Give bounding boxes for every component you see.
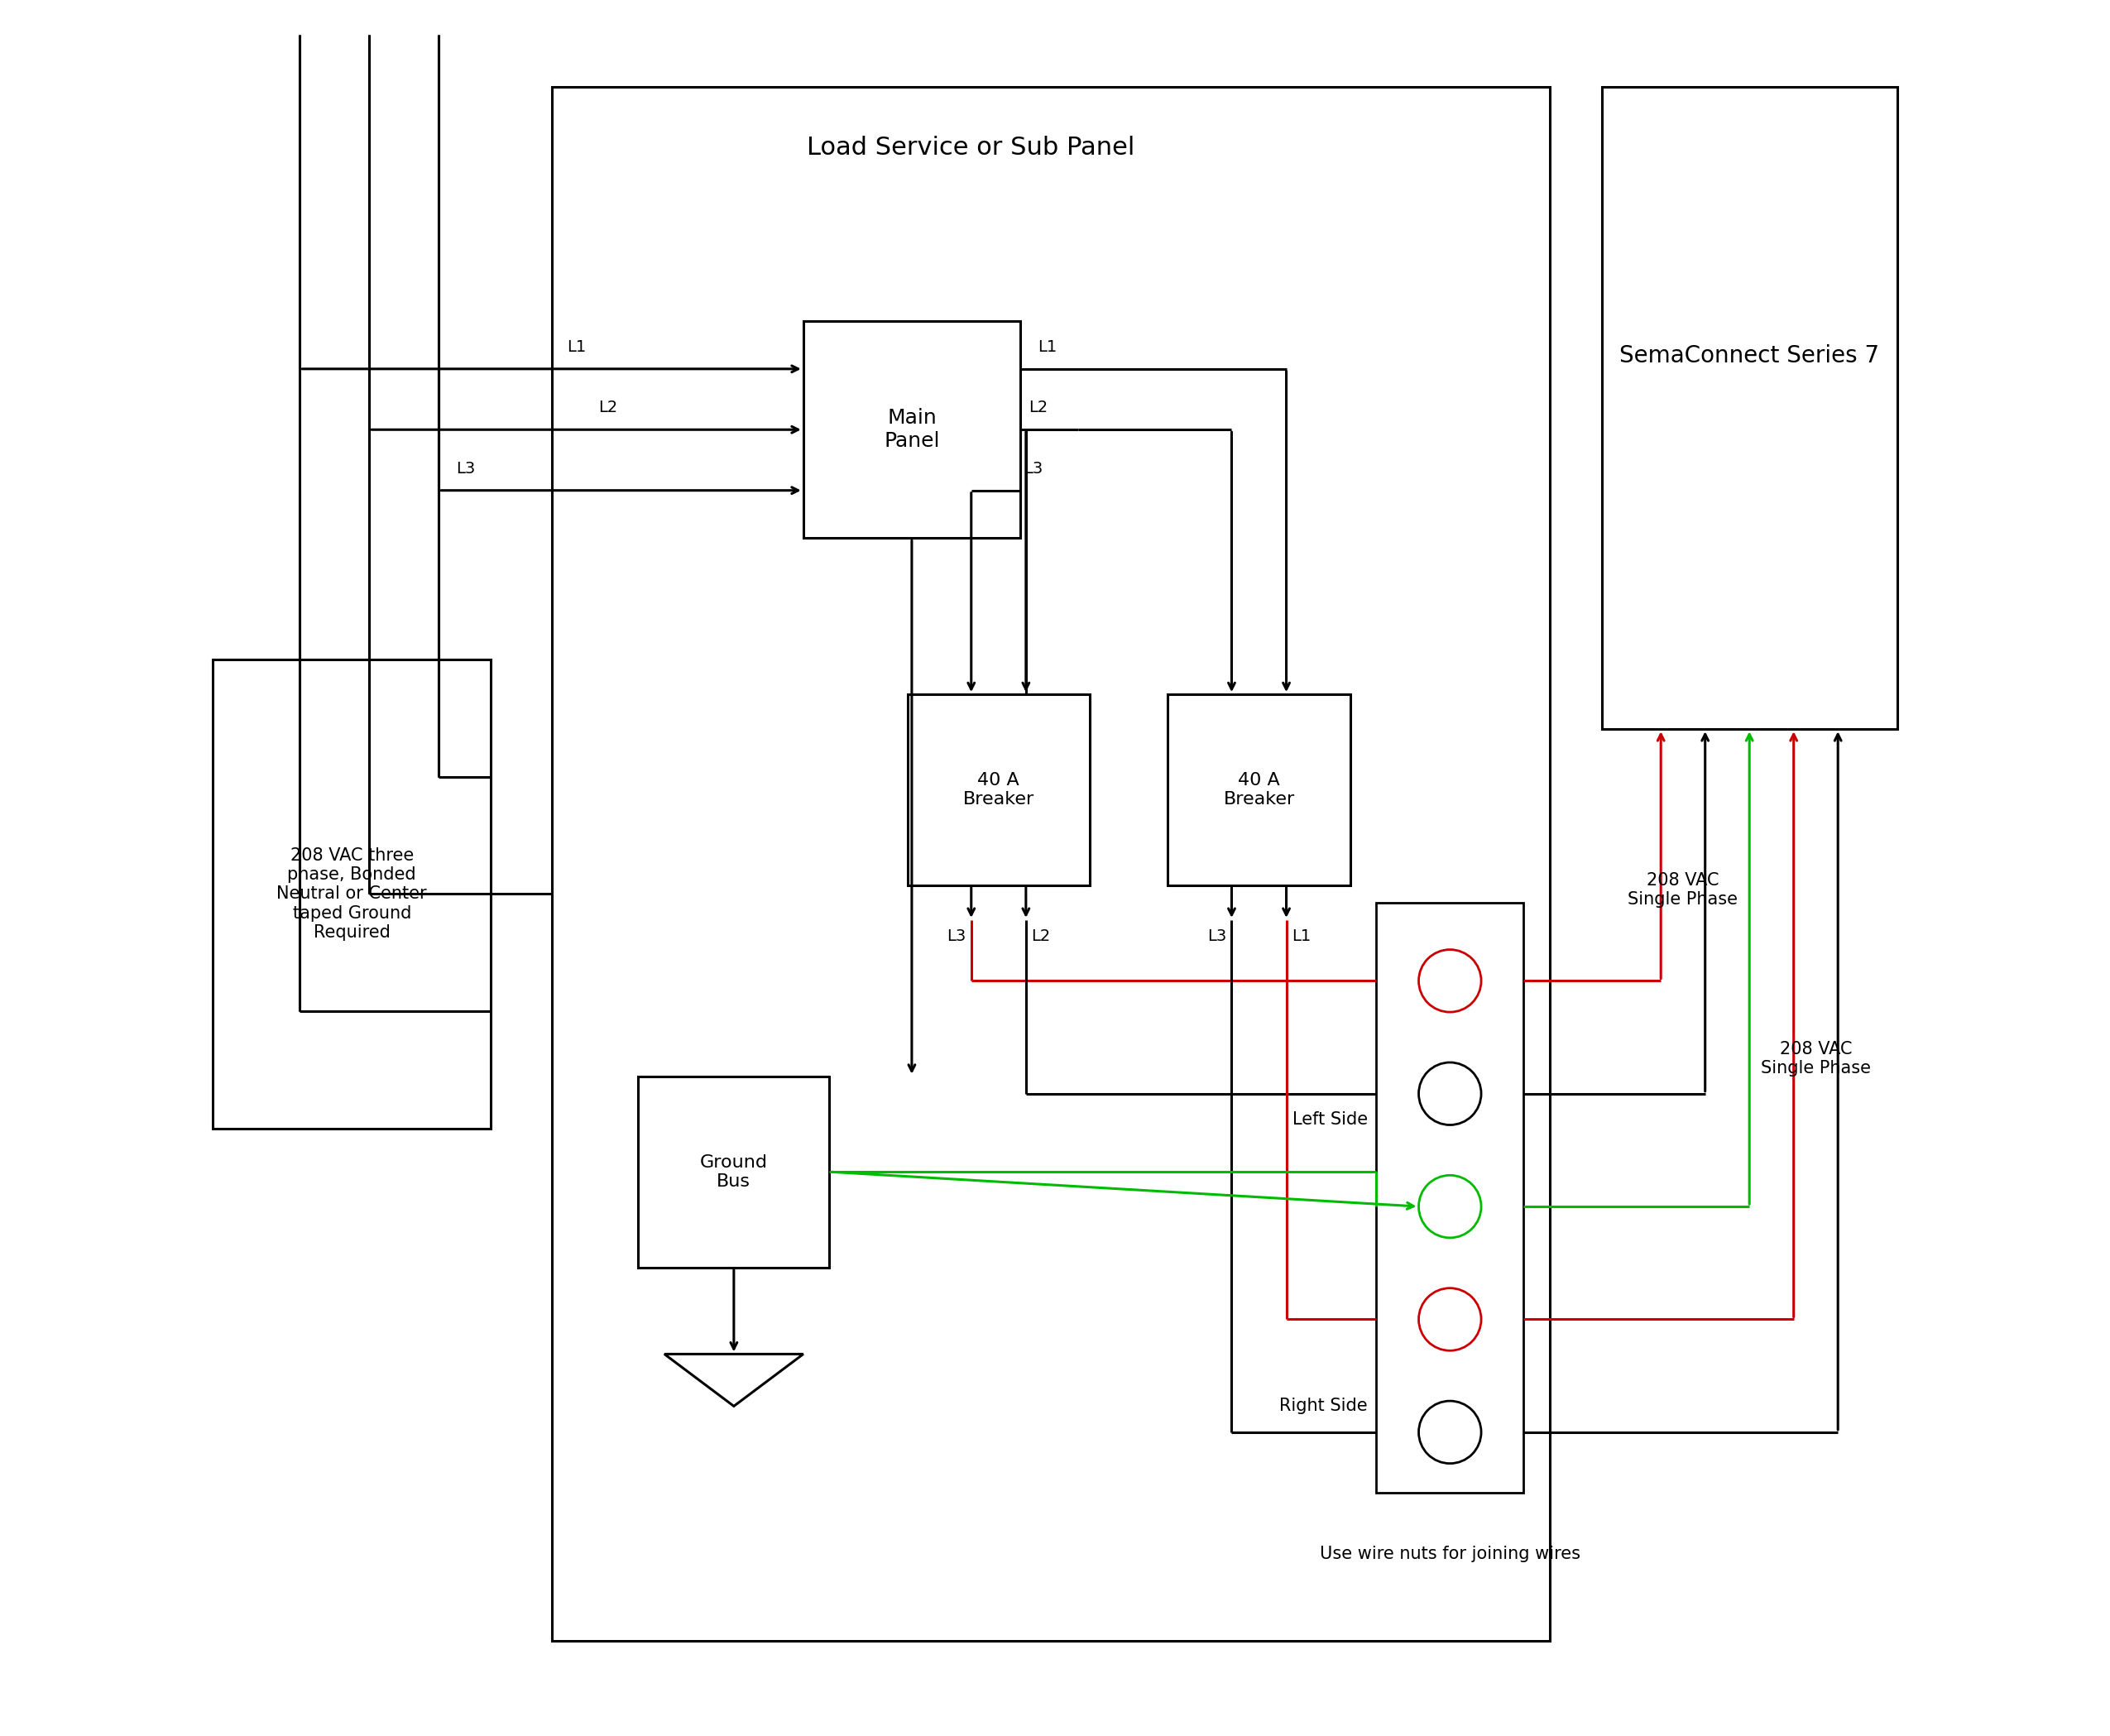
Circle shape xyxy=(1418,1401,1481,1463)
Bar xyxy=(1376,903,1523,1493)
Bar xyxy=(213,660,492,1128)
Text: L2: L2 xyxy=(1032,929,1051,944)
Bar xyxy=(1167,694,1350,885)
Text: Use wire nuts for joining wires: Use wire nuts for joining wires xyxy=(1319,1545,1580,1562)
Bar xyxy=(1601,87,1897,729)
Text: L1: L1 xyxy=(568,339,587,356)
Text: L3: L3 xyxy=(1207,929,1226,944)
Text: 40 A
Breaker: 40 A Breaker xyxy=(1224,773,1296,807)
Text: L2: L2 xyxy=(1030,399,1049,417)
Text: L3: L3 xyxy=(456,460,475,476)
Circle shape xyxy=(1418,950,1481,1012)
Circle shape xyxy=(1418,1062,1481,1125)
Bar xyxy=(551,87,1549,1641)
Text: L3: L3 xyxy=(1023,460,1042,476)
Text: L3: L3 xyxy=(947,929,966,944)
Circle shape xyxy=(1418,1288,1481,1351)
Text: L1: L1 xyxy=(1038,339,1057,356)
Text: L1: L1 xyxy=(1291,929,1310,944)
Circle shape xyxy=(1418,1175,1481,1238)
Text: L2: L2 xyxy=(599,399,618,417)
Text: Ground
Bus: Ground Bus xyxy=(701,1154,768,1189)
Bar xyxy=(804,321,1021,538)
Text: 208 VAC
Single Phase: 208 VAC Single Phase xyxy=(1629,871,1739,908)
Bar xyxy=(907,694,1089,885)
Text: 208 VAC three
phase, Bonded
Neutral or Center
taped Ground
Required: 208 VAC three phase, Bonded Neutral or C… xyxy=(276,847,426,941)
Text: Load Service or Sub Panel: Load Service or Sub Panel xyxy=(806,135,1135,160)
Text: 40 A
Breaker: 40 A Breaker xyxy=(962,773,1034,807)
Bar xyxy=(639,1076,829,1267)
Text: Right Side: Right Side xyxy=(1279,1397,1367,1415)
Text: 208 VAC
Single Phase: 208 VAC Single Phase xyxy=(1760,1042,1872,1076)
Text: Left Side: Left Side xyxy=(1291,1111,1367,1128)
Text: Main
Panel: Main Panel xyxy=(884,408,939,451)
Text: SemaConnect Series 7: SemaConnect Series 7 xyxy=(1620,344,1880,368)
